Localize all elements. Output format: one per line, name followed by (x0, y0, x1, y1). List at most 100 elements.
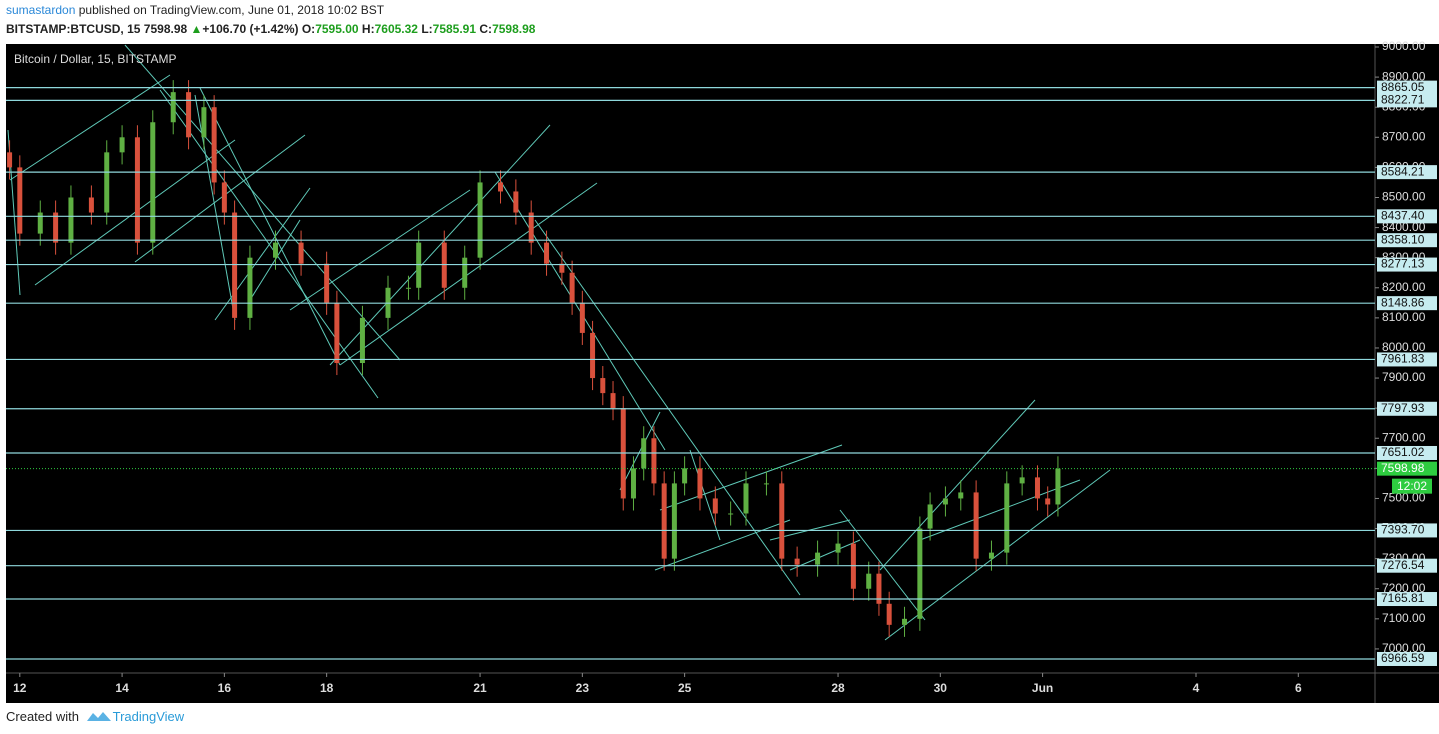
candle-body (68, 197, 74, 243)
candle-body (728, 513, 734, 515)
y-tick-label: 8900.00 (1382, 69, 1426, 83)
h-value: 7605.32 (374, 22, 418, 36)
candle-body (866, 573, 872, 589)
x-tick-label: 12 (13, 681, 27, 695)
level-label-box (1377, 401, 1437, 416)
published: published on TradingView.com, June 01, 2… (78, 3, 385, 17)
time-axis (6, 673, 1439, 703)
x-tick-label: 6 (1295, 681, 1302, 695)
last-price-box (1377, 461, 1437, 476)
candle-body (763, 483, 769, 485)
candle-body (958, 492, 964, 499)
level-label: 7393.70 (1381, 523, 1425, 537)
change: +106.70 (+1.42%) (202, 22, 299, 36)
candle-body (104, 152, 110, 213)
candle-body (441, 242, 447, 288)
candle-body (671, 483, 677, 559)
level-label: 7165.81 (1381, 591, 1425, 605)
o-value: 7595.00 (315, 22, 359, 36)
candle-body (743, 483, 749, 514)
level-label-box (1377, 445, 1437, 460)
trendline (249, 219, 301, 301)
publish-line: sumastardon published on TradingView.com… (6, 3, 384, 17)
footer: Created with TradingView (6, 709, 184, 724)
candle-body (359, 317, 365, 364)
candle-body (170, 92, 176, 123)
chart-title: Bitcoin / Dollar, 15, BITSTAMP (14, 52, 177, 66)
y-tick-label: 7200.00 (1382, 581, 1426, 595)
candle-body (569, 272, 575, 303)
candle-body (134, 137, 140, 243)
level-label: 7651.02 (1381, 445, 1425, 459)
trendline (214, 187, 311, 321)
level-label-box (1377, 233, 1437, 248)
level-label: 8437.40 (1381, 208, 1425, 222)
trendline (654, 519, 791, 571)
level-label-box (1377, 209, 1437, 224)
candle-body (119, 137, 125, 153)
y-tick-label: 8200.00 (1382, 280, 1426, 294)
candle-body (973, 492, 979, 559)
candle-body (88, 197, 94, 213)
level-label: 8148.86 (1381, 295, 1425, 309)
level-label-box (1377, 592, 1437, 607)
candle-body (324, 263, 330, 303)
brand[interactable]: TradingView (112, 709, 185, 724)
candle-body (927, 504, 933, 529)
level-label: 8584.21 (1381, 164, 1425, 178)
trendline (329, 124, 551, 366)
candle-body (794, 558, 800, 565)
level-label: 8822.71 (1381, 93, 1425, 107)
x-tick-label: 23 (576, 681, 590, 695)
x-tick-label: Jun (1032, 681, 1053, 695)
tv-logo (86, 712, 111, 721)
trendline (199, 87, 341, 366)
trendline (619, 411, 661, 491)
level-label: 7797.93 (1381, 401, 1425, 415)
y-tick-label: 7500.00 (1382, 491, 1426, 505)
candle-body (334, 302, 340, 364)
trendline (289, 189, 471, 311)
candle-body (942, 498, 948, 505)
level-label: 7961.83 (1381, 352, 1425, 366)
x-tick-label: 4 (1193, 681, 1200, 695)
y-tick-label: 7900.00 (1382, 370, 1426, 384)
c-value: 7598.98 (492, 22, 536, 36)
candle-body (886, 603, 892, 625)
level-label-box (1377, 257, 1437, 272)
candle-body (1019, 477, 1025, 484)
candle-body (682, 468, 688, 484)
countdown: 12:02 (1397, 479, 1427, 493)
level-label: 6966.59 (1381, 651, 1425, 665)
l-label: L: (421, 22, 433, 36)
candle-body (201, 107, 207, 138)
y-tick-label: 7700.00 (1382, 430, 1426, 444)
candle-body (273, 242, 279, 258)
x-tick-label: 30 (934, 681, 948, 695)
candle-body (416, 242, 422, 288)
l-value: 7585.91 (432, 22, 477, 36)
trendline (879, 399, 1036, 571)
trendline (659, 444, 843, 511)
candle-body (835, 543, 841, 553)
candle-body (498, 182, 504, 192)
candle-body (513, 191, 519, 213)
level-label: 8277.13 (1381, 257, 1425, 271)
candle-body (630, 468, 636, 499)
plot-area (6, 44, 1375, 673)
level-label-box (1377, 352, 1437, 367)
candles (7, 80, 1061, 637)
y-tick-label: 7100.00 (1382, 611, 1426, 625)
y-tick-label: 8000.00 (1382, 340, 1426, 354)
trendline (789, 539, 861, 571)
author[interactable]: sumastardon (6, 3, 76, 17)
candle-body (815, 552, 821, 565)
level-label-box (1377, 93, 1437, 108)
countdown-box (1392, 478, 1432, 494)
candle-body (298, 242, 304, 264)
last: 7598.98 (143, 22, 188, 36)
last-price-label: 7598.98 (1381, 461, 1425, 475)
y-tick-label: 8500.00 (1382, 190, 1426, 204)
level-label-box (1377, 523, 1437, 538)
